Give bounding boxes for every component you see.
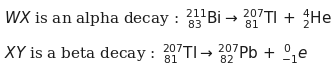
Text: $\mathit{WX}$ is an alpha decay : $\,^{211}_{\,83}\mathrm{Bi} \rightarrow\,^{207: $\mathit{WX}$ is an alpha decay : $\,^{2… [4,8,332,31]
Text: $\mathit{XY}$ is a beta decay : $\,^{207}_{\,81}\mathrm{Tl} \rightarrow\,^{207}_: $\mathit{XY}$ is a beta decay : $\,^{207… [4,42,308,66]
